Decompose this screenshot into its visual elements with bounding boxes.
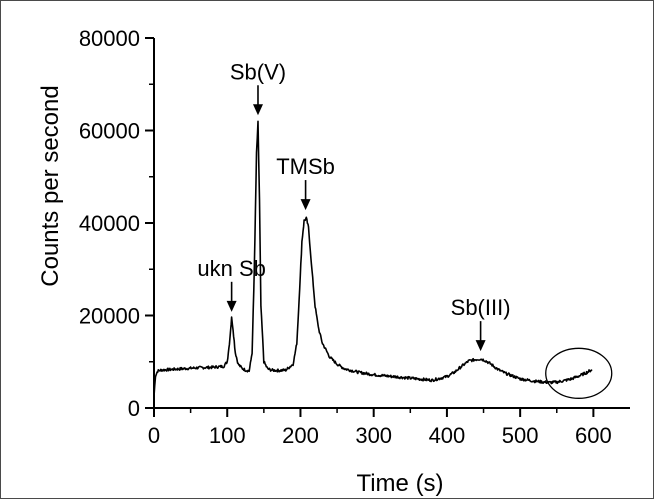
- x-tick-label: 500: [502, 423, 539, 448]
- annotation-label: Sb(III): [451, 295, 511, 320]
- x-tick-label: 100: [209, 423, 246, 448]
- series: [153, 120, 593, 397]
- x-tick-label: 400: [429, 423, 466, 448]
- y-tick-label: 60000: [79, 119, 140, 144]
- annotation-label: ukn Sb: [197, 256, 266, 281]
- annotation-arrowhead: [300, 199, 311, 211]
- annotation-label: TMSb: [276, 154, 335, 179]
- axes: [153, 38, 630, 409]
- x-tick-label: 600: [575, 423, 612, 448]
- annotations: ukn Sb Sb(V) TMSb Sb(III): [197, 59, 613, 399]
- annotation-arrowhead: [226, 300, 237, 312]
- x-tick-label: 300: [355, 423, 392, 448]
- y-tick-label: 0: [128, 396, 140, 421]
- x-axis-title: Time (s): [356, 470, 443, 497]
- annotation-label: Sb(V): [230, 59, 286, 84]
- annotation-arrowhead: [475, 340, 486, 352]
- x-tick-label: 0: [148, 423, 160, 448]
- highlight-ellipse: [545, 347, 613, 399]
- y-tick-label: 40000: [79, 211, 140, 236]
- annotation-arrowhead: [252, 104, 263, 116]
- ticks: 0 100 200 300 400 500 600 0 20000 40000 60000 80000: [79, 26, 612, 448]
- y-tick-label: 20000: [79, 304, 140, 329]
- x-tick-label: 200: [282, 423, 319, 448]
- y-axis-title: Counts per second: [37, 85, 64, 286]
- y-tick-label: 80000: [79, 26, 140, 51]
- series-line: [153, 120, 593, 397]
